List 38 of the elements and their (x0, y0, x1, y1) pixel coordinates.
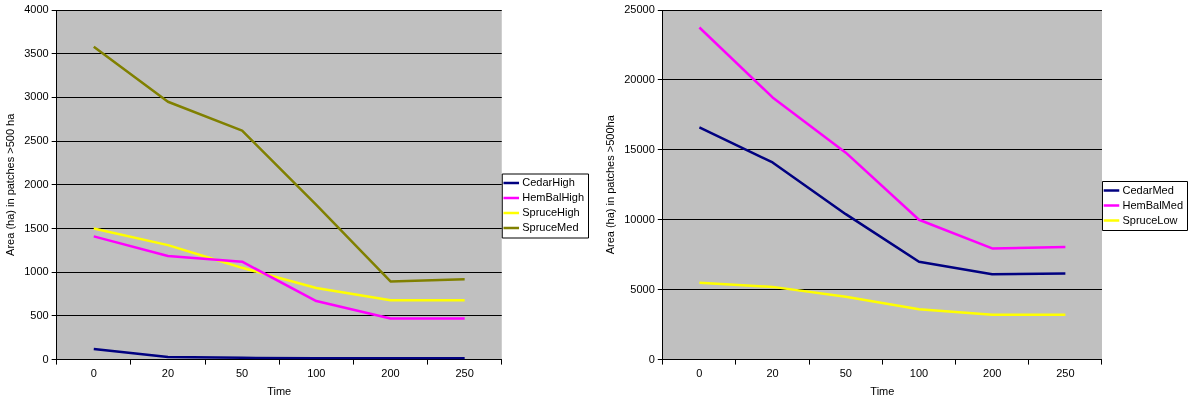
y-axis-title: Area (ha) in patches >500ha (603, 114, 616, 255)
y-tick-label: 2000 (24, 177, 49, 190)
y-tick-label: 2500 (24, 134, 49, 147)
x-tick-label: 0 (90, 367, 97, 380)
legend-label: CedarMed (1122, 183, 1174, 196)
x-tick-label: 20 (161, 367, 175, 380)
y-tick-label: 10000 (624, 212, 655, 225)
x-tick-label: 20 (766, 367, 779, 380)
y-tick-label: 1500 (24, 221, 49, 234)
y-tick-label: 0 (648, 352, 655, 365)
y-tick-label: 20000 (624, 72, 655, 85)
legend-label: SpruceHigh (522, 206, 580, 219)
y-tick-label: 1000 (24, 265, 49, 278)
x-tick-label: 200 (381, 367, 400, 380)
legend-label: HemBalHigh (522, 191, 584, 204)
y-tick-label: 0 (42, 352, 49, 365)
x-tick-label: 0 (696, 367, 703, 380)
y-axis-title: Area (ha) in patches >500 ha (3, 112, 16, 256)
x-axis-title: Time (870, 385, 895, 398)
y-tick-label: 500 (30, 308, 49, 321)
y-tick-label: 5000 (630, 282, 655, 295)
y-tick-label: 3500 (24, 46, 49, 59)
legend-label: CedarHigh (522, 176, 575, 189)
x-tick-label: 100 (307, 367, 326, 380)
x-tick-label: 100 (909, 367, 929, 380)
x-tick-label: 50 (839, 367, 852, 380)
x-tick-label: 50 (236, 367, 249, 380)
x-tick-label: 250 (1056, 367, 1075, 380)
x-tick-label: 250 (455, 367, 474, 380)
x-axis-title: Time (267, 385, 292, 398)
x-tick-label: 200 (983, 367, 1002, 380)
legend-label: SpruceMed (522, 221, 579, 234)
y-tick-label: 25000 (624, 3, 655, 16)
y-tick-label: 3000 (24, 90, 49, 103)
legend-label: SpruceLow (1122, 213, 1178, 226)
legend-label: HemBalMed (1122, 198, 1184, 211)
y-tick-label: 15000 (624, 142, 655, 155)
y-tick-label: 4000 (24, 3, 49, 16)
